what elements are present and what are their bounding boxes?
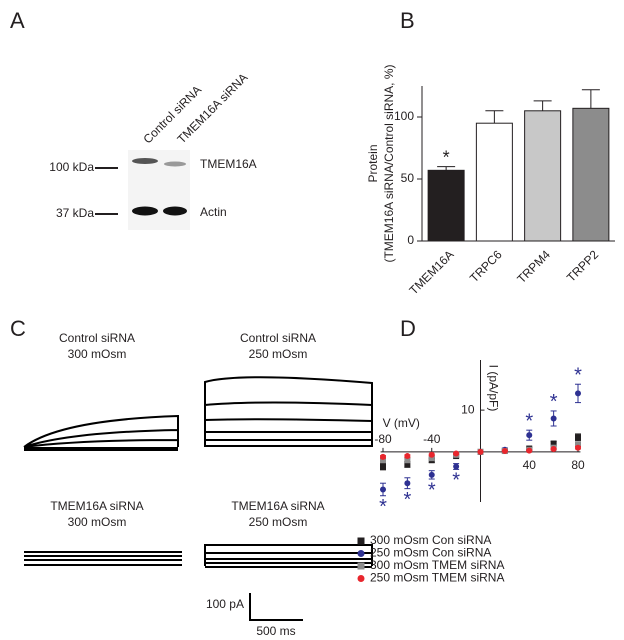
legend-label: 300 mOsm Con siRNA bbox=[370, 533, 491, 547]
data-point bbox=[380, 457, 386, 464]
trace-subtitle: 300 mOsm bbox=[68, 515, 127, 529]
data-point bbox=[428, 455, 435, 462]
significance-marker: * bbox=[403, 489, 411, 511]
trace-title: Control siRNA bbox=[240, 331, 316, 345]
data-point bbox=[453, 450, 460, 457]
data-point bbox=[404, 457, 411, 464]
y-tick-label: 50 bbox=[401, 171, 415, 185]
data-point bbox=[575, 444, 581, 451]
legend-label: 250 mOsm TMEM siRNA bbox=[370, 571, 504, 585]
data-point bbox=[404, 461, 411, 468]
data-point bbox=[550, 440, 557, 447]
significance-marker: * bbox=[574, 365, 582, 387]
data-point bbox=[453, 463, 460, 470]
data-point bbox=[428, 471, 435, 478]
bar bbox=[427, 169, 465, 242]
data-point bbox=[550, 445, 557, 452]
x-tick-label: TRPC6 bbox=[467, 247, 505, 285]
x-tick-label: TRPM4 bbox=[514, 247, 553, 286]
marker-label: 100 kDa bbox=[49, 160, 94, 174]
significance-marker: * bbox=[379, 496, 387, 518]
panel-label: D bbox=[400, 316, 416, 341]
y-axis-label: (TMEM16A siRNA/Control siRNA, %) bbox=[382, 64, 396, 262]
legend-label: 300 mOsm TMEM siRNA bbox=[370, 558, 504, 572]
legend-swatch bbox=[357, 575, 365, 582]
trace-subtitle: 250 mOsm bbox=[249, 515, 308, 529]
x-tick-label: 40 bbox=[523, 458, 537, 472]
data-point bbox=[428, 451, 435, 458]
x-tick-label: TMEM16A bbox=[407, 247, 457, 297]
significance-marker: * bbox=[452, 470, 460, 492]
significance-marker: * bbox=[428, 479, 436, 501]
data-point bbox=[575, 390, 581, 397]
data-point bbox=[575, 441, 581, 448]
trace-subtitle: 250 mOsm bbox=[249, 347, 308, 361]
band-label: TMEM16A bbox=[200, 157, 257, 171]
marker-label: 37 kDa bbox=[56, 206, 94, 220]
y-axis-label: I (pA/pF) bbox=[486, 365, 500, 412]
panel-label: C bbox=[10, 316, 26, 341]
significance-marker: * bbox=[550, 391, 558, 413]
data-point bbox=[550, 415, 557, 422]
x-tick-label: -80 bbox=[374, 432, 392, 446]
trace-title: TMEM16A siRNA bbox=[231, 499, 324, 513]
x-tick-label: TRPP2 bbox=[564, 247, 601, 284]
legend-label: 250 mOsm Con siRNA bbox=[370, 546, 491, 560]
data-point bbox=[526, 432, 533, 439]
current-traces bbox=[23, 376, 373, 568]
blot-band bbox=[132, 158, 158, 164]
panel-label: B bbox=[400, 8, 415, 33]
x-tick-label: -40 bbox=[423, 432, 441, 446]
trace-subtitle: 300 mOsm bbox=[68, 347, 127, 361]
data-point bbox=[526, 447, 533, 454]
scale-bar bbox=[249, 593, 303, 621]
y-tick-label: 10 bbox=[461, 402, 475, 416]
data-point bbox=[404, 480, 411, 487]
blot-band bbox=[132, 206, 158, 216]
data-point bbox=[380, 463, 386, 470]
bar bbox=[524, 110, 562, 242]
trace-title: Control siRNA bbox=[59, 331, 135, 345]
band-label: Actin bbox=[200, 205, 227, 219]
y-axis-label: Protein bbox=[366, 144, 380, 182]
data-point bbox=[404, 453, 411, 460]
bar bbox=[572, 107, 610, 242]
data-point bbox=[380, 453, 386, 460]
blot-band bbox=[163, 206, 187, 216]
x-axis-label: V (mV) bbox=[383, 416, 420, 430]
trace-title: TMEM16A siRNA bbox=[50, 499, 143, 513]
significance-marker: * bbox=[525, 410, 533, 432]
data-point bbox=[380, 486, 386, 493]
x-tick-label: 80 bbox=[571, 458, 585, 472]
lane-label: Control siRNA bbox=[140, 83, 204, 147]
legend-swatch bbox=[357, 537, 365, 545]
y-tick-label: 0 bbox=[407, 233, 414, 247]
scale-label: 100 pA bbox=[206, 597, 244, 611]
data-point bbox=[501, 448, 508, 455]
scale-label: 500 ms bbox=[256, 624, 295, 638]
bar bbox=[475, 122, 513, 242]
blot-band bbox=[164, 161, 186, 167]
panel-label: A bbox=[10, 8, 25, 33]
data-point bbox=[477, 448, 484, 455]
legend-swatch bbox=[357, 562, 365, 570]
y-tick-label: 100 bbox=[394, 109, 414, 123]
significance-marker: * bbox=[443, 147, 450, 167]
legend-swatch bbox=[357, 550, 365, 557]
data-point bbox=[575, 434, 581, 441]
